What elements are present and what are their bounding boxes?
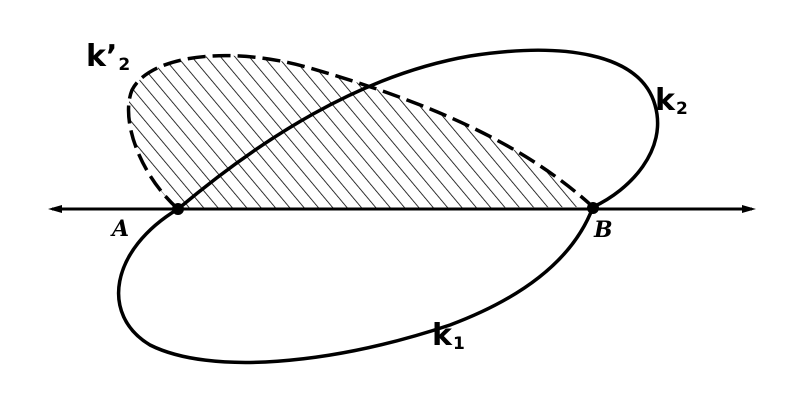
label-k2: k2 xyxy=(655,86,688,116)
curve-k1 xyxy=(119,207,593,362)
label-point-a: A xyxy=(112,218,129,240)
hatched-region xyxy=(129,56,593,209)
line-left-end xyxy=(48,205,62,213)
label-k1: k1 xyxy=(432,321,465,351)
label-k1-sub: 1 xyxy=(453,334,465,354)
point-b-dot xyxy=(587,202,599,214)
label-point-b: B xyxy=(594,219,613,241)
label-k2-prime-sub: 2 xyxy=(118,55,130,75)
label-k2-main: k xyxy=(655,83,675,118)
label-k1-main: k xyxy=(432,318,452,353)
label-k2-sub: 2 xyxy=(676,99,688,119)
label-k2-prime-main: k’ xyxy=(86,39,117,74)
label-k2-prime: k’2 xyxy=(86,42,130,72)
line-right-end xyxy=(742,205,756,213)
point-a-dot xyxy=(172,203,184,215)
